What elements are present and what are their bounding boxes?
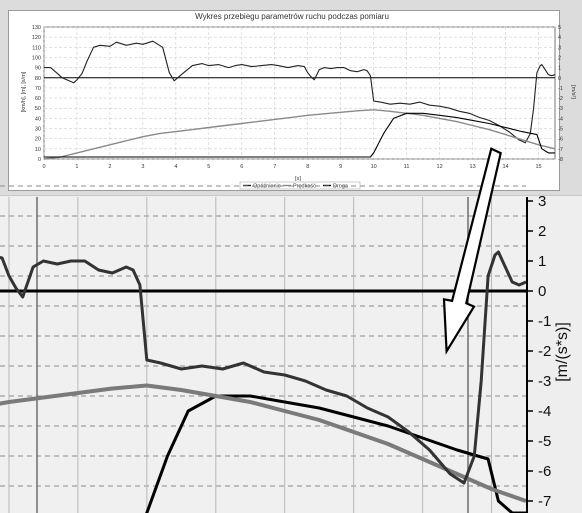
x-tick-label: 0 xyxy=(42,164,45,170)
y-tick-label: 0 xyxy=(538,283,546,300)
arrow-shape xyxy=(442,147,502,355)
y-right-tick-label: 0 xyxy=(558,76,561,82)
y-tick-label: -7 xyxy=(538,493,551,510)
y-left-tick-label: 10 xyxy=(35,147,41,153)
y-left-tick-label: 0 xyxy=(38,157,41,163)
y-left-tick-label: 110 xyxy=(32,45,41,51)
x-tick-label: 7 xyxy=(273,164,276,170)
y-left-tick-label: 100 xyxy=(32,55,41,61)
y-tick-label: -6 xyxy=(538,463,551,480)
legend-label: Prędkość xyxy=(293,184,316,190)
y-right-tick-label: -6 xyxy=(558,137,563,143)
zoomed-series-line xyxy=(0,250,526,485)
y-right-tick-label: -5 xyxy=(558,127,563,133)
y-right-tick-label: 3 xyxy=(558,45,561,51)
y-right-tick-label: -8 xyxy=(558,157,563,163)
x-tick-label: 5 xyxy=(207,164,210,170)
overview-chart: Wykres przebiegu parametrów ruchu podcza… xyxy=(21,12,576,190)
zoomed-series-line xyxy=(145,394,526,513)
x-tick-label: 13 xyxy=(470,164,476,170)
y-tick-label: -2 xyxy=(538,343,551,360)
x-tick-label: 8 xyxy=(306,164,309,170)
y-tick-label: 1 xyxy=(538,253,546,270)
x-tick-label: 4 xyxy=(174,164,177,170)
chart-title: Wykres przebiegu parametrów ruchu podcza… xyxy=(195,12,389,21)
x-tick-label: 15 xyxy=(535,164,541,170)
x-axis-label: [s] xyxy=(295,176,301,182)
y-right-tick-label: -7 xyxy=(558,147,563,153)
x-tick-label: 11 xyxy=(404,164,410,170)
y-tick-label: -3 xyxy=(538,373,551,390)
y-tick-label: -1 xyxy=(538,313,551,330)
y-left-tick-label: 130 xyxy=(32,25,41,31)
zoomed-series-line xyxy=(0,383,526,503)
zoomed-gridlines xyxy=(0,185,582,513)
top-series-lines xyxy=(43,40,556,160)
y-right-tick-label: 1 xyxy=(558,66,561,72)
x-tick-label: 6 xyxy=(240,164,243,170)
annotation-arrow xyxy=(442,147,502,355)
y-right-tick-label: -4 xyxy=(558,116,563,122)
right-axis-label: [m/s²] xyxy=(570,85,576,99)
y-left-tick-label: 120 xyxy=(32,35,41,41)
y-left-tick-label: 20 xyxy=(35,137,41,143)
legend-label: Droga xyxy=(333,184,349,190)
y-left-tick-label: 30 xyxy=(35,127,41,133)
zoomed-tick-labels: -7 -6 -5 -4 -3 -2 -1 0 1 2 3 xyxy=(527,193,551,510)
y-right-tick-label: -2 xyxy=(558,96,563,102)
x-tick-label: 1 xyxy=(75,164,78,170)
y-right-tick-label: 5 xyxy=(558,25,561,31)
x-tick-label: 3 xyxy=(141,164,144,170)
top-tick-labels: 0 1 2 3 4 5 6 7 8 9 10 11 12 13 14 15010203040506070809… xyxy=(32,25,563,170)
zoomed-chart-panel xyxy=(0,196,582,513)
legend-label: Opóźnienie xyxy=(253,184,281,190)
x-tick-label: 2 xyxy=(108,164,111,170)
x-tick-label: 12 xyxy=(437,164,443,170)
x-tick-label: 9 xyxy=(339,164,342,170)
y-right-tick-label: -1 xyxy=(558,86,563,92)
top-gridlines xyxy=(43,26,556,160)
y-right-tick-label: -3 xyxy=(558,106,563,112)
x-tick-label: 10 xyxy=(371,164,377,170)
y-left-tick-label: 40 xyxy=(35,116,41,122)
zoomed-series-lines xyxy=(0,250,526,513)
y-left-tick-label: 70 xyxy=(35,86,41,92)
series-line xyxy=(44,112,555,158)
y-right-tick-label: 2 xyxy=(558,55,561,61)
y-right-tick-label: 4 xyxy=(558,35,561,41)
plot-area xyxy=(43,26,556,160)
zoomed-y-axis-label: [m/(s*s)] xyxy=(554,322,571,382)
y-tick-label: -5 xyxy=(538,433,551,450)
y-left-tick-label: 60 xyxy=(35,96,41,102)
x-tick-label: 14 xyxy=(502,164,508,170)
series-line xyxy=(43,109,556,160)
left-axis-label: [km/h], [m], [s/m] xyxy=(21,71,27,112)
y-left-tick-label: 50 xyxy=(35,106,41,112)
y-tick-label: 2 xyxy=(538,223,546,240)
y-tick-label: -4 xyxy=(538,403,551,420)
y-left-tick-label: 90 xyxy=(35,66,41,72)
y-left-tick-label: 80 xyxy=(35,76,41,82)
axis-band xyxy=(528,197,582,513)
y-tick-label: 3 xyxy=(538,193,546,210)
